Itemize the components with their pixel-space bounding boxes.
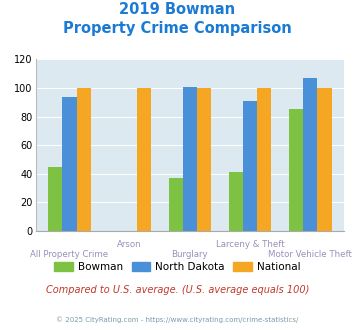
- Bar: [317, 88, 332, 231]
- Text: © 2025 CityRating.com - https://www.cityrating.com/crime-statistics/: © 2025 CityRating.com - https://www.city…: [56, 317, 299, 323]
- Bar: [197, 88, 211, 231]
- Bar: [303, 78, 317, 231]
- Text: Burglary: Burglary: [171, 249, 208, 259]
- Bar: [229, 172, 243, 231]
- Text: Larceny & Theft: Larceny & Theft: [216, 240, 284, 248]
- Bar: [257, 88, 271, 231]
- Bar: [183, 86, 197, 231]
- Bar: [48, 167, 62, 231]
- Bar: [243, 101, 257, 231]
- Text: Property Crime Comparison: Property Crime Comparison: [63, 21, 292, 36]
- Text: 2019 Bowman: 2019 Bowman: [119, 2, 236, 16]
- Text: Arson: Arson: [118, 240, 142, 248]
- Bar: [62, 97, 77, 231]
- Bar: [169, 178, 183, 231]
- Text: All Property Crime: All Property Crime: [31, 249, 109, 259]
- Text: Motor Vehicle Theft: Motor Vehicle Theft: [268, 249, 352, 259]
- Legend: Bowman, North Dakota, National: Bowman, North Dakota, National: [50, 258, 305, 276]
- Bar: [77, 88, 91, 231]
- Bar: [137, 88, 151, 231]
- Text: Compared to U.S. average. (U.S. average equals 100): Compared to U.S. average. (U.S. average …: [46, 285, 309, 295]
- Bar: [289, 110, 303, 231]
